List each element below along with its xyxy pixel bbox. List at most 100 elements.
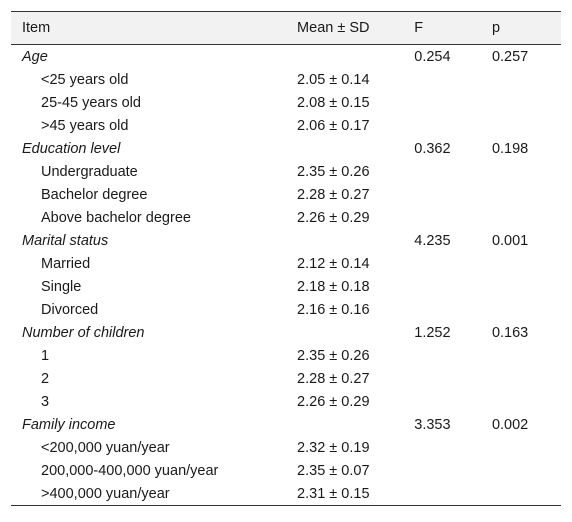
group-p-value: 0.163 xyxy=(491,324,529,341)
group-label: Number of children xyxy=(22,324,145,341)
table-row: 200,000-400,000 yuan/year 2.35 ± 0.07 xyxy=(11,459,561,482)
table-row: 25-45 years old 2.08 ± 0.15 xyxy=(11,91,561,114)
row-item: Married xyxy=(41,255,91,272)
row-mean-sd: 2.28 ± 0.27 xyxy=(297,370,370,387)
table-group-row: Family income 3.353 0.002 xyxy=(11,413,561,436)
row-f-empty xyxy=(414,390,492,413)
row-p-empty xyxy=(492,183,561,206)
row-mean-sd: 2.35 ± 0.26 xyxy=(297,347,370,364)
data-table-container: Item Mean ± SD F p Age 0.254 0.257 <25 year… xyxy=(11,11,561,506)
group-f-value: 0.254 xyxy=(414,48,451,65)
row-item: >400,000 yuan/year xyxy=(11,482,298,506)
table-row: Divorced 2.16 ± 0.16 xyxy=(11,298,561,321)
row-item: Undergraduate xyxy=(41,163,138,180)
table-row: 1 2.35 ± 0.26 xyxy=(11,344,561,367)
row-item: <25 years old xyxy=(41,71,129,88)
group-mean-empty xyxy=(297,229,414,252)
row-mean-sd: 2.12 ± 0.14 xyxy=(297,255,370,272)
header-mean-sd: Mean ± SD xyxy=(297,11,415,45)
row-f-empty xyxy=(414,68,492,91)
row-mean-sd: 2.26 ± 0.29 xyxy=(297,209,370,226)
row-p-empty xyxy=(492,367,561,390)
row-f-empty xyxy=(414,275,492,298)
group-label: Family income xyxy=(22,416,116,433)
table-row: <25 years old 2.05 ± 0.14 xyxy=(11,68,561,91)
table-group-row: Education level 0.362 0.198 xyxy=(11,137,561,160)
row-mean-sd: 2.35 ± 0.07 xyxy=(297,462,370,479)
header-f: F xyxy=(414,11,492,45)
group-label: Education level xyxy=(22,140,121,157)
group-mean-empty xyxy=(297,137,414,160)
row-item: >45 years old xyxy=(41,117,129,134)
group-mean-empty xyxy=(297,321,414,344)
group-p-value: 0.257 xyxy=(491,48,529,65)
table-row: 2 2.28 ± 0.27 xyxy=(11,367,561,390)
table-row: 3 2.26 ± 0.29 xyxy=(11,390,561,413)
table-header-row: Item Mean ± SD F p xyxy=(11,11,561,45)
table-group-row: Age 0.254 0.257 xyxy=(11,45,561,69)
table-row: >400,000 yuan/year 2.31 ± 0.15 xyxy=(11,482,561,506)
row-mean-sd: 2.06 ± 0.17 xyxy=(297,117,370,134)
table-row: Above bachelor degree 2.26 ± 0.29 xyxy=(11,206,561,229)
row-p-empty xyxy=(492,275,561,298)
row-item: Divorced xyxy=(41,301,99,318)
row-f-empty xyxy=(414,367,492,390)
row-f-empty xyxy=(414,482,492,506)
row-p-empty xyxy=(492,298,561,321)
row-mean-sd: 2.32 ± 0.19 xyxy=(297,439,370,456)
table-row: Single 2.18 ± 0.18 xyxy=(11,275,561,298)
row-p-empty xyxy=(492,390,561,413)
group-p-value: 0.002 xyxy=(491,416,529,433)
row-item: 1 xyxy=(41,347,50,364)
group-mean-empty xyxy=(297,413,414,436)
row-mean-sd: 2.08 ± 0.15 xyxy=(297,94,370,111)
group-label: Marital status xyxy=(22,232,109,249)
row-p-empty xyxy=(492,68,561,91)
header-item: Item xyxy=(11,11,298,45)
row-p-empty xyxy=(492,114,561,137)
group-p-value: 0.198 xyxy=(491,140,529,157)
row-mean-sd: 2.18 ± 0.18 xyxy=(297,278,370,295)
row-p-empty xyxy=(492,459,561,482)
row-item: <200,000 yuan/year xyxy=(41,439,170,456)
table-group-row: Marital status 4.235 0.001 xyxy=(11,229,561,252)
row-mean-sd: 2.16 ± 0.16 xyxy=(297,301,370,318)
row-mean-sd: 2.31 ± 0.15 xyxy=(297,482,415,506)
row-p-empty xyxy=(492,160,561,183)
table-row: Married 2.12 ± 0.14 xyxy=(11,252,561,275)
row-p-empty xyxy=(492,252,561,275)
row-item: 3 xyxy=(41,393,50,410)
table-row: Undergraduate 2.35 ± 0.26 xyxy=(11,160,561,183)
row-f-empty xyxy=(414,160,492,183)
row-mean-sd: 2.28 ± 0.27 xyxy=(297,186,370,203)
row-f-empty xyxy=(414,344,492,367)
row-p-empty xyxy=(491,482,561,506)
table-row: <200,000 yuan/year 2.32 ± 0.19 xyxy=(11,436,561,459)
row-item: 2 xyxy=(41,370,50,387)
row-f-empty xyxy=(414,183,492,206)
row-item: Bachelor degree xyxy=(41,186,148,203)
row-p-empty xyxy=(492,436,561,459)
row-mean-sd: 2.05 ± 0.14 xyxy=(297,71,370,88)
row-f-empty xyxy=(414,298,492,321)
data-table: Item Mean ± SD F p Age 0.254 0.257 <25 year… xyxy=(11,11,561,506)
row-f-empty xyxy=(414,114,492,137)
row-mean-sd: 2.35 ± 0.26 xyxy=(297,163,370,180)
table-row: >45 years old 2.06 ± 0.17 xyxy=(11,114,561,137)
row-mean-sd: 2.26 ± 0.29 xyxy=(297,393,370,410)
row-item: Above bachelor degree xyxy=(41,209,191,226)
header-p: p xyxy=(491,11,561,45)
group-f-value: 1.252 xyxy=(414,324,451,341)
group-p-value: 0.001 xyxy=(491,232,529,249)
row-item: Single xyxy=(41,278,82,295)
row-f-empty xyxy=(414,91,492,114)
row-f-empty xyxy=(414,436,492,459)
row-p-empty xyxy=(492,206,561,229)
row-f-empty xyxy=(414,459,492,482)
group-mean-empty xyxy=(297,45,414,69)
row-item: 25-45 years old xyxy=(41,94,141,111)
row-item: 200,000-400,000 yuan/year xyxy=(41,462,219,479)
table-body: Age 0.254 0.257 <25 years old 2.05 ± 0.14 25-… xyxy=(11,45,561,506)
table-row: Bachelor degree 2.28 ± 0.27 xyxy=(11,183,561,206)
group-label: Age xyxy=(22,48,48,65)
